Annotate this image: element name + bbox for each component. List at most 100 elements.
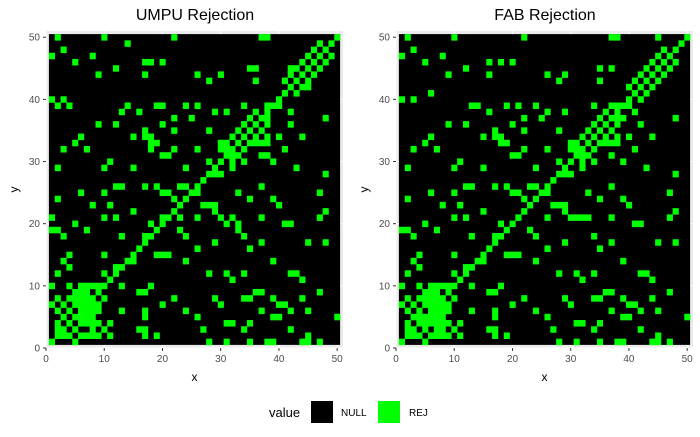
heatmap-cell-rej bbox=[281, 301, 288, 308]
heatmap-cell-rej bbox=[637, 307, 644, 315]
heatmap-cell-rej bbox=[246, 139, 254, 147]
heatmap-cell-rej bbox=[66, 320, 73, 327]
heatmap-cell-rej bbox=[182, 307, 189, 315]
heatmap-cell-rej bbox=[246, 127, 254, 134]
heatmap-cell-rej bbox=[83, 145, 90, 153]
heatmap-cell-rej bbox=[299, 276, 306, 284]
heatmap-cell-rej bbox=[637, 71, 644, 78]
heatmap-cell-rej bbox=[293, 77, 300, 85]
heatmap-cell-rej bbox=[428, 133, 435, 141]
heatmap-cell-rej bbox=[118, 307, 125, 315]
heatmap-cell-rej bbox=[410, 326, 417, 333]
heatmap-cell-rej bbox=[497, 58, 505, 66]
heatmap-cell-rej bbox=[54, 326, 61, 333]
heatmap-cell-rej bbox=[322, 114, 329, 122]
heatmap-cell-rej bbox=[486, 71, 493, 78]
heatmap-cell-rej bbox=[649, 338, 656, 346]
heatmap-cell-rej bbox=[322, 58, 329, 66]
heatmap-cell-rej bbox=[165, 189, 172, 197]
heatmap-cell-rej bbox=[503, 251, 510, 259]
heatmap-cell-rej bbox=[252, 65, 259, 72]
heatmap-cell-rej bbox=[83, 320, 90, 327]
heatmap-cell-rej bbox=[445, 288, 452, 296]
heatmap-cell-rej bbox=[270, 295, 277, 302]
heatmap-cell-rej bbox=[422, 220, 429, 228]
heatmap-cell-rej bbox=[433, 145, 440, 153]
heatmap-cell-rej bbox=[462, 270, 470, 277]
heatmap-cell-rej bbox=[60, 46, 67, 54]
heatmap-cell-rej bbox=[72, 139, 79, 147]
heatmap-cell-rej bbox=[486, 245, 493, 252]
heatmap-cell-rej bbox=[637, 270, 644, 277]
heatmap-cell-rej bbox=[468, 233, 475, 240]
x-tick-label: 40 bbox=[623, 354, 635, 365]
heatmap-cell-rej bbox=[305, 65, 312, 72]
heatmap-cell-rej bbox=[445, 307, 452, 315]
heatmap-cell-rej bbox=[72, 338, 79, 346]
heatmap-cell-rej bbox=[608, 34, 615, 41]
heatmap-cell-rej bbox=[142, 332, 149, 339]
heatmap-cell-rej bbox=[95, 320, 102, 327]
heatmap-cell-rej bbox=[655, 77, 662, 85]
heatmap-cell-rej bbox=[626, 96, 633, 103]
heatmap-cell-rej bbox=[83, 301, 90, 308]
heatmap-cell-rej bbox=[124, 102, 131, 109]
heatmap-cell-rej bbox=[532, 195, 539, 203]
heatmap-cell-rej bbox=[404, 195, 411, 203]
heatmap-cell-rej bbox=[521, 114, 528, 122]
heatmap-cell-rej bbox=[608, 152, 615, 159]
heatmap-cell-rej bbox=[439, 52, 446, 60]
heatmap-cell-rej bbox=[177, 201, 184, 209]
heatmap-cell-rej bbox=[270, 102, 277, 109]
heatmap-cell-rej bbox=[252, 121, 259, 128]
heatmap-cell-rej bbox=[544, 71, 551, 78]
heatmap-cell-rej bbox=[643, 270, 650, 277]
heatmap-cell-rej bbox=[439, 320, 446, 327]
heatmap-cell-rej bbox=[637, 96, 644, 103]
heatmap-cell-rej bbox=[404, 332, 411, 339]
heatmap-cell-rej bbox=[567, 301, 574, 308]
heatmap-cell-rej bbox=[334, 313, 341, 321]
heatmap-cell-rej bbox=[101, 251, 108, 259]
heatmap-cell-rej bbox=[229, 214, 236, 221]
heatmap-cell-rej bbox=[521, 208, 528, 215]
x-tick-label: 20 bbox=[157, 354, 169, 365]
heatmap-cell-rej bbox=[89, 332, 96, 339]
heatmap-cell-rej bbox=[637, 121, 644, 128]
heatmap-cell-rej bbox=[223, 145, 230, 153]
heatmap-cell-rej bbox=[66, 307, 73, 315]
heatmap-cell-rej bbox=[497, 233, 505, 240]
heatmap-cell-rej bbox=[316, 40, 323, 47]
heatmap-cell-rej bbox=[428, 295, 435, 302]
heatmap-cell-rej bbox=[672, 58, 679, 66]
heatmap-cell-rej bbox=[171, 34, 178, 41]
heatmap-cell-rej bbox=[422, 295, 429, 302]
heatmap-cell-rej bbox=[264, 108, 271, 116]
legend-label-null: NULL bbox=[341, 408, 367, 419]
heatmap-cell-rej bbox=[78, 301, 85, 308]
heatmap-cell-rej bbox=[310, 46, 318, 54]
heatmap-cell-rej bbox=[433, 288, 440, 296]
heatmap-cell-rej bbox=[171, 295, 178, 302]
heatmap-cell-rej bbox=[241, 233, 248, 240]
heatmap-cell-rej bbox=[223, 220, 230, 228]
heatmap-cell-rej bbox=[521, 34, 528, 41]
heatmap-cell-rej bbox=[433, 307, 440, 315]
heatmap-cell-rej bbox=[147, 133, 155, 141]
heatmap-cell-rej bbox=[264, 338, 271, 346]
heatmap-cell-rej bbox=[165, 152, 172, 159]
heatmap-cell-rej bbox=[532, 102, 539, 109]
heatmap-cell-rej bbox=[252, 139, 259, 147]
heatmap-cell-rej bbox=[585, 139, 592, 147]
heatmap-cell-rej bbox=[596, 127, 604, 134]
heatmap-cell-rej bbox=[101, 214, 108, 221]
heatmap-cell-rej bbox=[182, 195, 189, 203]
heatmap-cell-rej bbox=[527, 183, 534, 190]
heatmap-cell-rej bbox=[299, 58, 306, 66]
heatmap-cell-rej bbox=[165, 251, 172, 259]
heatmap-cell-rej bbox=[217, 71, 224, 78]
heatmap-cell-rej bbox=[649, 83, 656, 91]
heatmap-cell-rej bbox=[252, 133, 259, 141]
legend-key-null bbox=[311, 401, 333, 423]
heatmap-cell-rej bbox=[78, 288, 85, 296]
